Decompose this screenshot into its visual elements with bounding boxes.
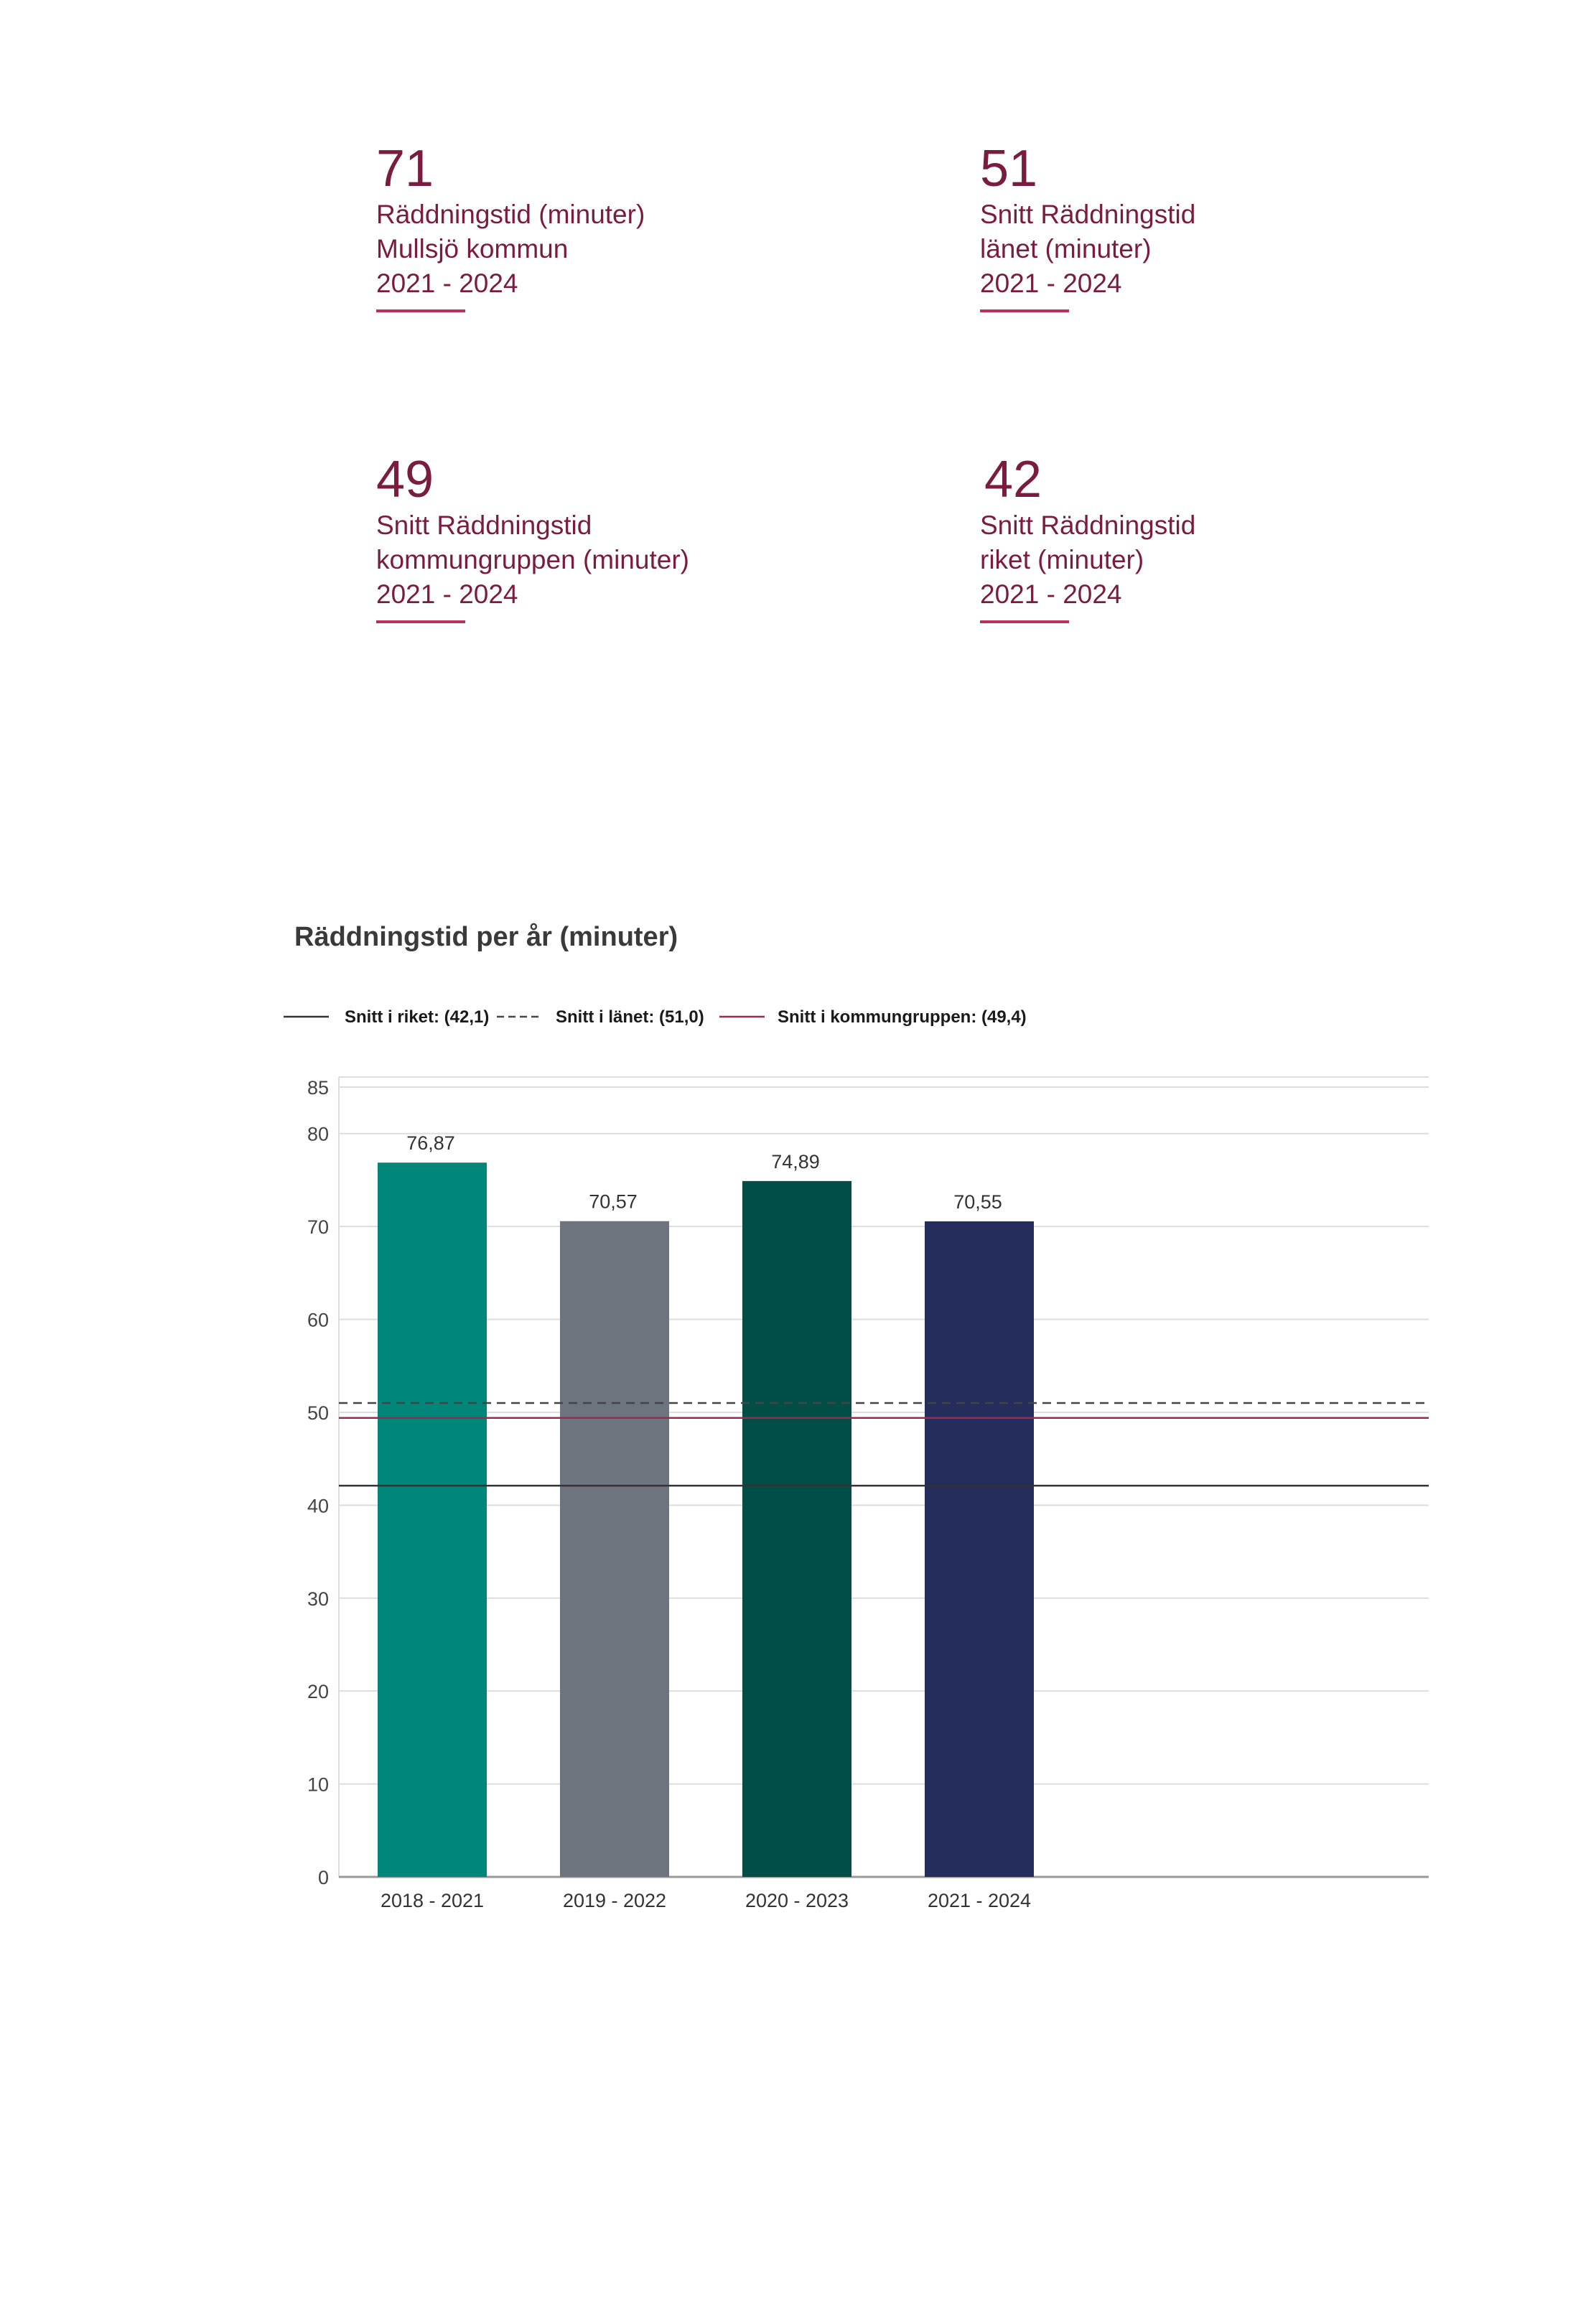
kpi-value: 71 <box>376 140 434 197</box>
kpi-label-line: 2021 - 2024 <box>980 579 1122 609</box>
y-tick-label: 60 <box>307 1310 329 1331</box>
bar <box>560 1221 669 1877</box>
kpi-label-line: 2021 - 2024 <box>376 269 518 298</box>
kpi-label-line: Räddningstid (minuter) <box>376 200 645 229</box>
x-category-label: 2018 - 2021 <box>381 1890 484 1911</box>
x-category-label: 2021 - 2024 <box>928 1890 1031 1911</box>
bar <box>378 1162 487 1877</box>
kpi-county: 51 Snitt Räddningstid länet (minuter) 20… <box>980 140 1483 312</box>
y-tick-label: 30 <box>307 1588 329 1610</box>
chart-gridlines <box>339 1076 1429 1785</box>
x-category-label: 2020 - 2023 <box>745 1890 849 1911</box>
y-tick-label: 85 <box>307 1077 329 1099</box>
kpi-label-line: Mullsjö kommun <box>376 234 569 264</box>
kpi-label-line: Snitt Räddningstid <box>980 200 1196 229</box>
bar-value-label: 70,57 <box>589 1191 638 1213</box>
bar <box>742 1180 851 1877</box>
kpi-label-line: Snitt Räddningstid <box>376 511 592 540</box>
bar-value-label: 70,55 <box>953 1191 1002 1213</box>
chart-legend: Snitt i riket: (42,1) Snitt i länet: (51,… <box>284 1007 1027 1027</box>
chart-bars <box>378 1162 1034 1877</box>
y-tick-label: 0 <box>318 1867 329 1888</box>
kpi-value: 42 <box>984 451 1042 508</box>
bar-value-label: 76,87 <box>406 1132 455 1154</box>
y-tick-label: 50 <box>307 1402 329 1424</box>
kpi-label-line: 2021 - 2024 <box>980 269 1122 298</box>
kpi-label-line: kommungruppen (minuter) <box>376 545 689 574</box>
kpi-national: 42 Snitt Räddningstid riket (minuter) 20… <box>980 451 1483 623</box>
chart-title: Räddningstid per år (minuter) <box>294 922 678 952</box>
kpi-label-line: riket (minuter) <box>980 545 1144 574</box>
kpi-municipality-group: 49 Snitt Räddningstid kommungruppen (min… <box>376 451 879 623</box>
kpi-label-line: länet (minuter) <box>980 234 1152 264</box>
legend-label: Snitt i riket: (42,1) <box>345 1007 489 1027</box>
bar-value-label: 74,89 <box>771 1151 820 1173</box>
kpi-underline <box>376 309 465 312</box>
y-tick-label: 20 <box>307 1681 329 1702</box>
kpi-label-line: 2021 - 2024 <box>376 579 518 609</box>
y-tick-label: 40 <box>307 1495 329 1516</box>
kpi-underline <box>376 620 465 623</box>
kpi-municipality: 71 Räddningstid (minuter) Mullsjö kommun… <box>376 140 879 312</box>
chart-axes <box>338 1077 1429 1878</box>
chart-reference-lines <box>339 1402 1429 1487</box>
legend-label: Snitt i kommungruppen: (49,4) <box>778 1007 1027 1027</box>
legend-label: Snitt i länet: (51,0) <box>556 1007 704 1027</box>
chart-labels: 0 10 20 30 40 50 60 70 80 85 76,87 2018 - 2021 70,57… <box>307 1077 1031 1911</box>
kpi-value: 51 <box>980 140 1038 197</box>
y-tick-label: 80 <box>307 1124 329 1145</box>
kpi-underline <box>980 309 1069 312</box>
y-tick-label: 10 <box>307 1774 329 1796</box>
bar <box>925 1221 1034 1877</box>
y-tick-label: 70 <box>307 1216 329 1238</box>
kpi-label-line: Snitt Räddningstid <box>980 511 1196 540</box>
kpi-value: 49 <box>376 451 434 508</box>
x-category-label: 2019 - 2022 <box>563 1890 666 1911</box>
kpi-underline <box>980 620 1069 623</box>
